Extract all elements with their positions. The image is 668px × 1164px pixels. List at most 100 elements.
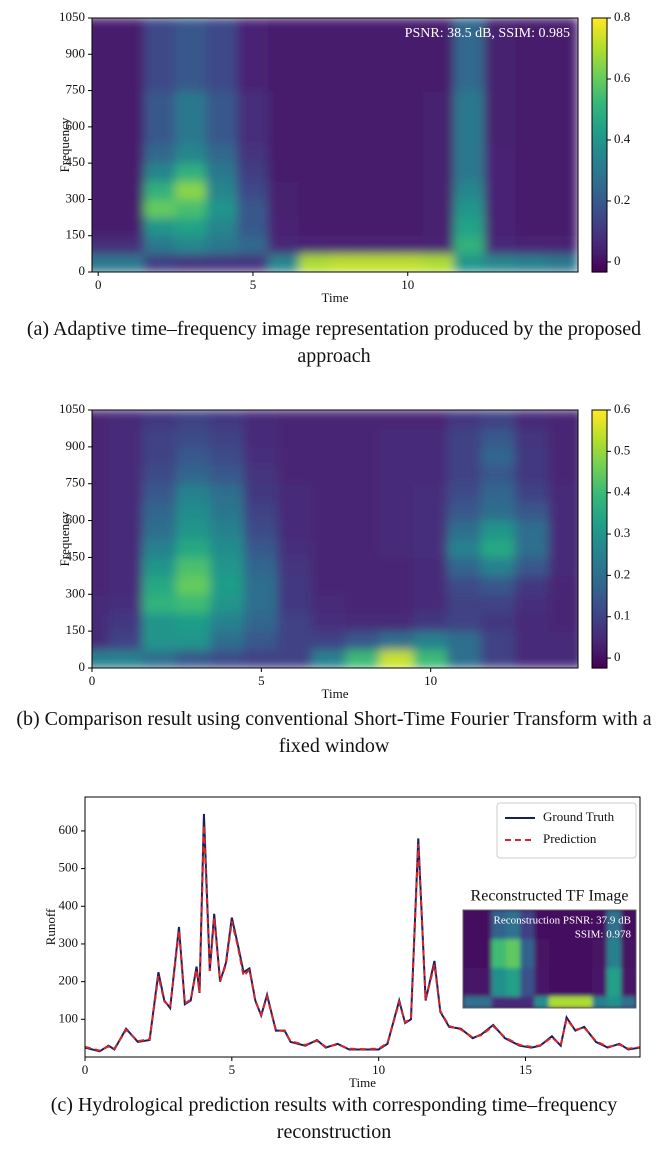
colorbar-swatch	[592, 157, 607, 161]
inset-cell	[520, 995, 536, 1008]
heatmap-cell	[345, 446, 381, 466]
colorbar-swatch	[592, 56, 607, 59]
heatmap-cell	[298, 198, 331, 219]
heatmap-cell	[108, 538, 144, 558]
heatmap-cell	[514, 446, 550, 466]
heatmap-cell	[345, 649, 381, 668]
colorbar-swatch	[592, 261, 607, 265]
heatmap-cell	[484, 217, 517, 237]
heatmap-cell	[329, 253, 362, 272]
colorbar-swatch	[592, 246, 607, 250]
heatmap-cell	[175, 253, 208, 272]
heatmap-cell	[514, 483, 550, 503]
heatmap-cell	[243, 575, 279, 595]
heatmap-cell	[345, 520, 381, 540]
heatmap-cell	[176, 538, 212, 558]
colorbar-swatch	[592, 45, 607, 49]
colorbar-tick-label: 0.3	[614, 525, 630, 540]
colorbar-swatch	[592, 429, 607, 433]
heatmap-cell	[144, 235, 177, 255]
colorbar-swatch	[592, 575, 607, 579]
colorbar-swatch	[592, 646, 607, 650]
heatmap-cell	[484, 162, 517, 182]
y-tick-label: 1050	[59, 9, 85, 24]
heatmap-cell	[144, 198, 177, 219]
heatmap-cell	[548, 575, 578, 595]
heatmap-cell	[413, 464, 449, 485]
heatmap-cell	[480, 446, 516, 466]
heatmap-cell	[267, 144, 300, 164]
heatmap-cell	[422, 162, 455, 182]
inset-cell	[520, 910, 536, 940]
y-tick-label: 600	[59, 822, 79, 837]
heatmap-cell	[548, 483, 578, 503]
heatmap-cell	[92, 446, 110, 466]
heatmap-cell	[142, 501, 178, 522]
heatmap-cell	[379, 446, 415, 466]
colorbar-swatch	[592, 450, 607, 454]
colorbar-swatch	[592, 109, 607, 112]
colorbar-swatch	[592, 579, 607, 583]
heatmap-cell	[447, 649, 482, 668]
colorbar-swatch	[592, 491, 607, 495]
heatmap-cell	[175, 18, 208, 37]
y-tick-label: 600	[66, 512, 86, 527]
heatmap-cell	[267, 90, 300, 110]
colorbar-swatch	[592, 53, 607, 57]
colorbar-swatch	[592, 214, 607, 218]
heatmap-cell	[391, 18, 424, 37]
colorbar-swatch	[592, 519, 607, 523]
heatmap-cell	[298, 35, 331, 55]
x-tick-label: 10	[401, 277, 414, 292]
colorbar-swatch	[592, 231, 607, 235]
colorbar-swatch	[592, 39, 607, 42]
colorbar-swatch	[592, 87, 607, 91]
colorbar-swatch	[592, 185, 607, 188]
heatmap-cell	[277, 501, 313, 522]
heatmap-cell	[267, 108, 300, 128]
heatmap-cell	[360, 235, 393, 255]
inset-cell	[549, 938, 565, 968]
plot-frame	[84, 796, 641, 1058]
heatmap-cell	[413, 538, 449, 558]
heatmap-cell	[413, 520, 449, 540]
heatmap-cell	[546, 126, 578, 146]
inset-cell	[592, 910, 608, 940]
colorbar-swatch	[592, 248, 607, 252]
colorbar-swatch	[592, 111, 607, 114]
heatmap-cell	[311, 427, 347, 448]
heatmap-cell	[243, 446, 279, 466]
heatmap-cell	[379, 538, 415, 558]
heatmap-cell	[92, 464, 110, 485]
heatmap-cell	[142, 612, 178, 632]
heatmap-cell	[210, 410, 245, 429]
colorbar-swatch	[592, 618, 607, 622]
y-axis-label: Runoff	[43, 908, 58, 945]
heatmap-cell	[108, 649, 144, 668]
heatmap-cell	[515, 126, 548, 146]
heatmap-cell	[311, 649, 347, 668]
heatmap-cell	[546, 235, 578, 255]
heatmap-cell	[379, 464, 415, 485]
colorbar-swatch	[592, 586, 607, 590]
colorbar-tick-label: 0.8	[614, 9, 630, 24]
heatmap-cell	[142, 538, 178, 558]
y-tick-label: 400	[59, 897, 79, 912]
colorbar-swatch	[592, 24, 607, 28]
heatmap-cell	[391, 126, 424, 146]
heatmap-cell	[142, 630, 178, 651]
colorbar-swatch	[592, 128, 607, 131]
heatmap-cell	[422, 53, 455, 73]
heatmap-cell	[480, 501, 516, 522]
heatmap-cell	[311, 593, 347, 614]
heatmap-cell	[267, 35, 300, 55]
inset-cell	[520, 966, 536, 997]
colorbar-swatch	[592, 431, 607, 435]
heatmap-cell	[144, 35, 177, 55]
heatmap-cell	[329, 71, 362, 92]
heatmap-cell	[144, 126, 177, 146]
colorbar-swatch	[592, 489, 607, 493]
heatmap-cell	[176, 556, 212, 577]
colorbar-swatch	[592, 418, 607, 422]
colorbar-swatch	[592, 104, 607, 108]
